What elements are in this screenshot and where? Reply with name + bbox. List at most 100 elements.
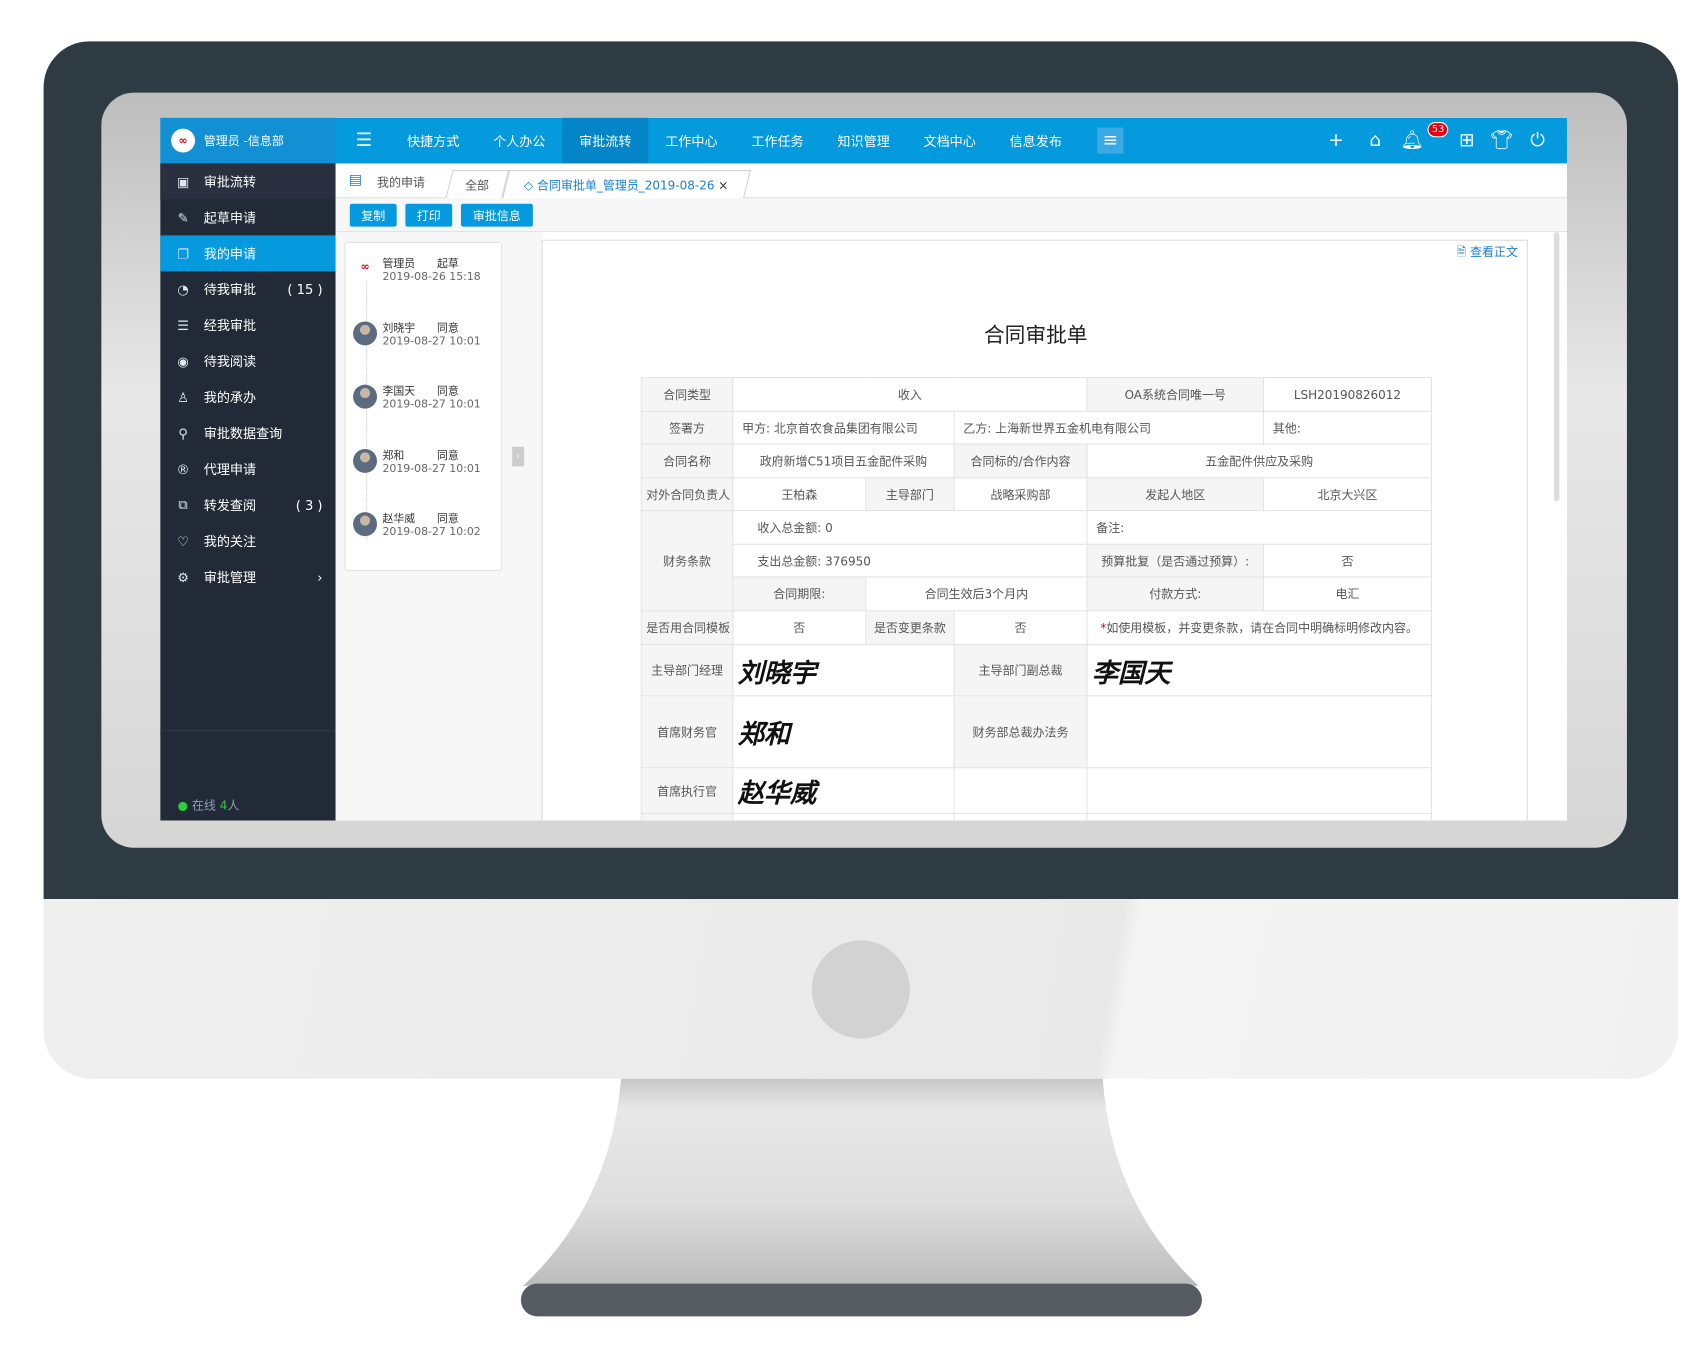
- field-label: 发起人地区: [1086, 477, 1265, 512]
- avatar: ∞: [353, 257, 378, 282]
- top-nav-bar: ∞ 管理员 -信息部 ☰ 快捷方式 个人办公 审批流转 工作中心 工作任务 知识管理 文档中…: [160, 117, 1567, 164]
- avatar: [353, 448, 378, 473]
- field-value: 战略采购部: [953, 477, 1088, 512]
- online-status: ● 在线 4人: [177, 798, 240, 813]
- timeline-entry[interactable]: 赵华威 同意 2019-08-27 10:02: [345, 509, 503, 553]
- field-value: 王柏森: [732, 477, 867, 512]
- view-text-link[interactable]: 🗎 查看正文: [1456, 245, 1518, 260]
- divider: [160, 730, 336, 732]
- proxy-icon: ®: [176, 461, 190, 477]
- field-label: 合同名称: [640, 443, 734, 479]
- nav-3[interactable]: 工作中心: [665, 133, 718, 149]
- menu-toggle-icon[interactable]: ☰: [355, 129, 373, 152]
- field-value: [1086, 767, 1432, 815]
- field-label: 对外合同负责人: [640, 477, 734, 512]
- field-label: 付款方式:: [1086, 576, 1265, 612]
- search-data-icon: ⚲: [178, 425, 188, 441]
- home-icon[interactable]: ⌂: [1369, 129, 1382, 152]
- nav-0[interactable]: 快捷方式: [406, 133, 460, 149]
- avatar: [353, 512, 378, 537]
- sidebar-item-label: 转发查阅: [203, 497, 257, 514]
- pending-approval-icon: ◔: [177, 281, 189, 297]
- field-value-text: 如使用模板，并变更条款，请在合同中明确标明修改内容。: [1106, 621, 1418, 636]
- signature: 李国天: [1086, 644, 1432, 697]
- document-title: 合同审批单: [983, 323, 1088, 348]
- sidebar-item[interactable]: ✎ 起草申请: [160, 199, 335, 235]
- timeline-line: [366, 277, 368, 540]
- sidebar-item[interactable]: ⚙ 审批管理 ›: [160, 559, 335, 595]
- sidebar-item[interactable]: ⚲ 审批数据查询: [160, 415, 335, 451]
- nav-6[interactable]: 文档中心: [923, 133, 976, 149]
- sidebar-item-label: 审批流转: [203, 174, 257, 190]
- field-value: 收入总金额: 0: [732, 509, 1088, 545]
- screen: ∞ 管理员 -信息部 ☰ 快捷方式 个人办公 审批流转 工作中心 工作任务 知识管理 文档中…: [160, 117, 1567, 821]
- field-value: 否: [732, 610, 867, 646]
- document-viewer: 🗎 查看正文 合同审批单 合同类型 收入 OA系统合同唯一号 LSH201908260…: [541, 232, 1567, 821]
- tab-contract-approval[interactable]: ◇ 合同审批单_管理员_2019-08-26 ×: [502, 169, 752, 199]
- field-value: [1086, 812, 1432, 821]
- skin-icon[interactable]: 👕︎: [1489, 129, 1514, 152]
- user-area[interactable]: ∞ 管理员 -信息部: [160, 117, 336, 164]
- nav-5[interactable]: 知识管理: [837, 133, 890, 149]
- sidebar-item[interactable]: ⧉ 转发查阅 ( 3 ): [160, 487, 335, 523]
- approval-date: 2019-08-26 15:18: [382, 271, 481, 284]
- sidebar-item[interactable]: ♡ 我的关注: [160, 523, 335, 559]
- timeline-entry[interactable]: ∞ 管理员 起草 2019-08-26 15:18: [345, 254, 503, 298]
- nav-7[interactable]: 信息发布: [1009, 133, 1062, 149]
- sidebar-item-label: 我的承办: [203, 390, 257, 406]
- manage-icon: ⚙: [177, 569, 189, 585]
- bell-icon[interactable]: 🔔︎: [1400, 129, 1425, 152]
- field-value: LSH20190826012: [1262, 377, 1432, 412]
- avatar: [353, 384, 378, 409]
- nav-4[interactable]: 工作任务: [751, 133, 804, 149]
- sidebar-item[interactable]: ▣ 审批流转: [160, 163, 336, 200]
- approval-date: 2019-08-27 10:01: [382, 399, 481, 412]
- timeline-entry[interactable]: 李国天 同意 2019-08-27 10:01: [345, 382, 503, 426]
- power-icon[interactable]: ⏻: [1530, 129, 1545, 152]
- field-value: 政府新增C51项目五金配件采购: [732, 443, 955, 479]
- document-scrollbar[interactable]: [1553, 232, 1560, 502]
- approval-status: 同意: [436, 449, 459, 462]
- sidebar-item-count: ( 15 ): [287, 281, 323, 297]
- close-tab-icon[interactable]: ×: [718, 178, 729, 193]
- field-label: 合同类型: [640, 377, 734, 412]
- field-value: 北京大兴区: [1262, 477, 1432, 512]
- sidebar-item[interactable]: ☰ 经我审批: [160, 307, 335, 343]
- approval-status: 起草: [436, 258, 459, 271]
- collapse-panel-button[interactable]: ‹: [512, 446, 525, 467]
- timeline-entry[interactable]: 郑和 同意 2019-08-27 10:01: [345, 445, 503, 489]
- timeline-entry[interactable]: 刘晓宇 同意 2019-08-27 10:01: [345, 318, 503, 362]
- company-logo: ∞: [171, 128, 196, 153]
- field-label: 主导部门: [865, 477, 955, 512]
- sidebar-item-label: 经我审批: [203, 318, 257, 334]
- more-menu-icon[interactable]: ≡: [1097, 127, 1124, 154]
- field-value: 否: [1262, 543, 1432, 578]
- sidebar-item[interactable]: ® 代理申请: [160, 451, 335, 487]
- tab-all[interactable]: 全部: [445, 169, 510, 199]
- field-value: 电汇: [1262, 576, 1432, 612]
- tab-bar: ▤ 我的申请 全部 ◇ 合同审批单_管理员_2019-08-26 ×: [335, 163, 1567, 199]
- approval-info-button[interactable]: 审批信息: [460, 203, 533, 227]
- sidebar-item[interactable]: ◉ 待我阅读: [160, 343, 335, 379]
- field-label: 首席财务官: [640, 695, 734, 769]
- copy-button[interactable]: 复制: [349, 203, 397, 227]
- sidebar-item-label: 我的关注: [203, 533, 257, 550]
- approver-name: 刘晓宇: [382, 322, 416, 335]
- user-icon: ♙: [177, 389, 189, 405]
- sidebar-item-label: 代理申请: [203, 462, 257, 478]
- table-row: 合同类型 收入 OA系统合同唯一号 LSH20190826012: [640, 377, 1432, 412]
- field-value: 备注:: [1086, 509, 1432, 545]
- sidebar-item[interactable]: ◔ 待我审批 ( 15 ): [160, 271, 335, 307]
- field-value: 甲方: 北京首农食品集团有限公司: [732, 410, 955, 445]
- nav-2[interactable]: 审批流转: [562, 117, 649, 164]
- sidebar-item[interactable]: ❐ 我的申请: [160, 235, 336, 272]
- monitor-logo-circle: [811, 940, 910, 1039]
- field-label: 首席执行官: [640, 767, 734, 815]
- nav-1[interactable]: 个人办公: [493, 133, 546, 149]
- table-row: 首席财务官 郑和 财务部总裁办法务: [640, 695, 1432, 769]
- sidebar-item[interactable]: ♙ 我的承办: [160, 379, 335, 415]
- plus-icon[interactable]: +: [1328, 129, 1344, 152]
- print-button[interactable]: 打印: [405, 203, 453, 227]
- apps-icon[interactable]: ⊞: [1458, 129, 1475, 152]
- field-value: 五金配件供应及采购: [1086, 443, 1432, 479]
